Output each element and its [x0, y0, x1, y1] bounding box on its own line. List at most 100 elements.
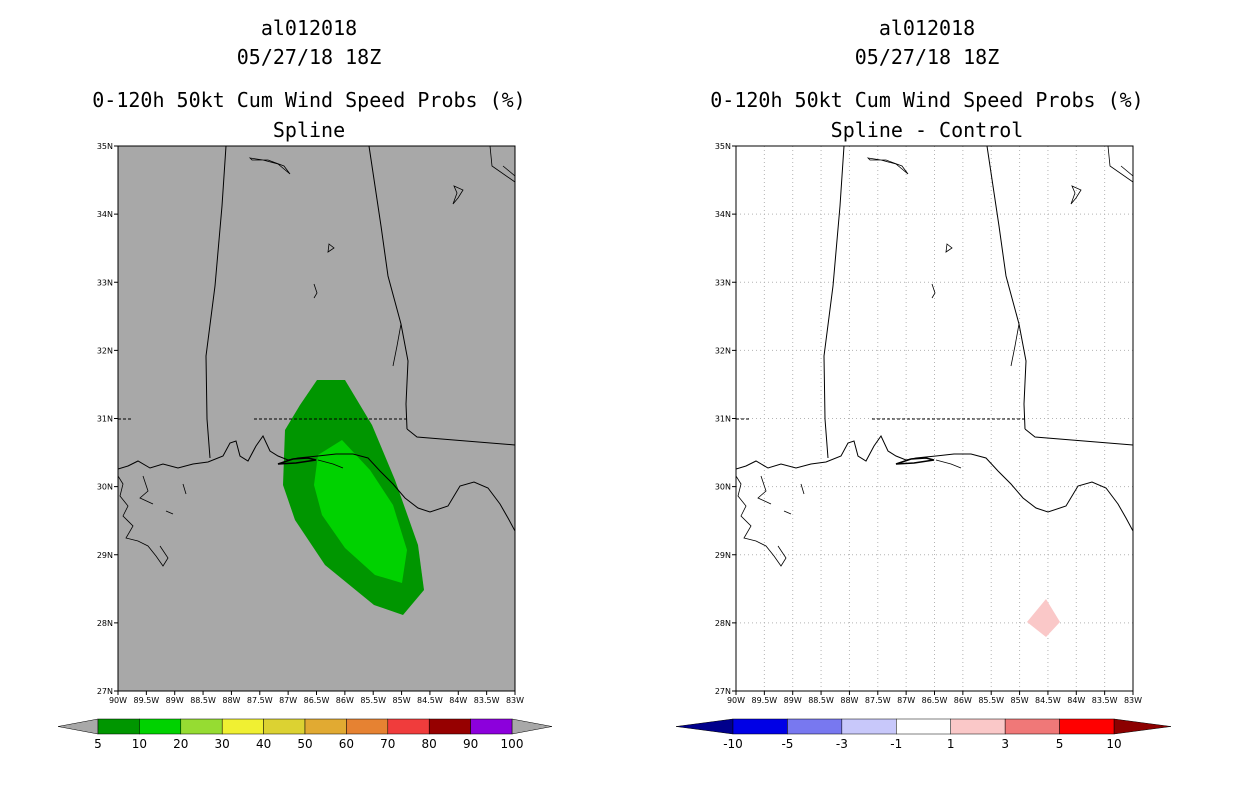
- right-panel: al012018 05/27/18 18Z 0-120h 50kt Cum Wi…: [618, 0, 1236, 800]
- lat-tick-label: 29N: [97, 551, 113, 560]
- lon-tick-label: 85.5W: [360, 696, 386, 705]
- colorbar-label: 10: [132, 737, 147, 751]
- lat-tick-label: 33N: [97, 278, 113, 287]
- colorbar-segment: [97, 718, 140, 735]
- colorbar-label: 20: [173, 737, 188, 751]
- lat-tick-label: 35N: [715, 142, 731, 151]
- colorbar-segment: [950, 718, 1006, 735]
- colorbar-segment: [346, 718, 389, 735]
- colorbar-label: 50: [297, 737, 312, 751]
- colorbar-segment: [387, 718, 430, 735]
- lat-tick-label: 32N: [97, 346, 113, 355]
- colorbar-label: 100: [501, 737, 524, 751]
- lon-tick-label: 87W: [897, 696, 915, 705]
- colorbar-label: -5: [781, 737, 793, 751]
- lon-tick-label: 90W: [109, 696, 127, 705]
- colorbar-segment: [304, 718, 347, 735]
- colorbar-segment: [428, 718, 471, 735]
- lon-tick-label: 86.5W: [922, 696, 948, 705]
- left-colorbar: 5 10 20 30 40 50 60 70 80 90 100: [57, 718, 553, 751]
- lon-tick-label: 83.5W: [1092, 696, 1118, 705]
- colorbar-segment: [732, 718, 788, 735]
- lon-tick-label: 86.5W: [304, 696, 330, 705]
- lon-tick-label: 89W: [166, 696, 184, 705]
- diff-contour-1-3: [1027, 599, 1060, 637]
- lon-tick-label: 88.5W: [808, 696, 834, 705]
- lat-tick-label: 33N: [715, 278, 731, 287]
- lon-tick-label: 83.5W: [474, 696, 500, 705]
- colorbar-high-end: [511, 718, 553, 735]
- storm-id-title: al012018: [878, 16, 976, 40]
- colorbar-label: 3: [1001, 737, 1009, 751]
- lat-tick-label: 35N: [97, 142, 113, 151]
- lon-tick-label: 88W: [840, 696, 858, 705]
- lat-tick-label: 31N: [715, 415, 731, 424]
- colorbar-label: 60: [339, 737, 354, 751]
- datetime-title: 05/27/18 18Z: [236, 45, 382, 69]
- lon-tick-label: 84.5W: [1035, 696, 1061, 705]
- colorbar-segment: [841, 718, 897, 735]
- lon-tick-label: 90W: [727, 696, 745, 705]
- lon-tick-label: 87.5W: [865, 696, 891, 705]
- left-panel: al012018 05/27/18 18Z 0-120h 50kt Cum Wi…: [92, 16, 526, 142]
- right-colorbar: -10 -5 -3 -1 1 3 5 10: [675, 718, 1172, 751]
- colorbar-label: 1: [947, 737, 955, 751]
- lat-tick-label: 29N: [715, 551, 731, 560]
- lon-tick-label: 85W: [1011, 696, 1029, 705]
- lat-tick-label: 30N: [97, 483, 113, 492]
- lon-tick-label: 88W: [222, 696, 240, 705]
- lon-tick-label: 84W: [1067, 696, 1085, 705]
- product-title: 0-120h 50kt Cum Wind Speed Probs (%): [92, 88, 526, 112]
- colorbar-segment: [1004, 718, 1060, 735]
- lon-tick-label: 89.5W: [133, 696, 159, 705]
- colorbar-segment: [896, 718, 951, 735]
- lon-tick-label: 86W: [336, 696, 354, 705]
- lat-tick-label: 30N: [715, 483, 731, 492]
- colorbar-low-end: [675, 718, 734, 735]
- colorbar-high-end: [1113, 718, 1172, 735]
- colorbar-label: -1: [890, 737, 902, 751]
- colorbar-label: 70: [380, 737, 395, 751]
- lat-tick-label: 28N: [715, 619, 731, 628]
- colorbar-label: 40: [256, 737, 271, 751]
- lon-tick-label: 85W: [393, 696, 411, 705]
- colorbar-segment: [787, 718, 843, 735]
- lat-tick-label: 27N: [715, 687, 731, 696]
- colorbar-label: 80: [422, 737, 437, 751]
- datetime-title: 05/27/18 18Z: [854, 45, 1000, 69]
- lon-tick-label: 85.5W: [978, 696, 1004, 705]
- prob-contour-10-20: [314, 440, 407, 583]
- colorbar-label: 90: [463, 737, 478, 751]
- colorbar-label: 5: [94, 737, 102, 751]
- colorbar-segment: [180, 718, 223, 735]
- lon-tick-label: 87W: [279, 696, 297, 705]
- colorbar-segment: [139, 718, 182, 735]
- lon-tick-label: 88.5W: [190, 696, 216, 705]
- lat-tick-label: 28N: [97, 619, 113, 628]
- product-title: 0-120h 50kt Cum Wind Speed Probs (%): [710, 88, 1144, 112]
- colorbar-low-end: [57, 718, 99, 735]
- panel-subtitle: Spline: [272, 118, 346, 142]
- lon-tick-label: 83W: [506, 696, 524, 705]
- colorbar-segment: [1059, 718, 1115, 735]
- lat-tick-label: 31N: [97, 415, 113, 424]
- lon-tick-label: 89.5W: [751, 696, 777, 705]
- colorbar-label: 5: [1056, 737, 1064, 751]
- colorbar-label: 10: [1106, 737, 1121, 751]
- lat-tick-label: 34N: [97, 210, 113, 219]
- colorbar-segment: [221, 718, 264, 735]
- lon-tick-label: 89W: [784, 696, 802, 705]
- lon-tick-label: 83W: [1124, 696, 1142, 705]
- colorbar-segment: [470, 718, 513, 735]
- colorbar-label: -3: [836, 737, 848, 751]
- lon-tick-label: 87.5W: [247, 696, 273, 705]
- lon-tick-label: 86W: [954, 696, 972, 705]
- lon-tick-label: 84.5W: [417, 696, 443, 705]
- lat-tick-label: 32N: [715, 346, 731, 355]
- colorbar-segment: [263, 718, 306, 735]
